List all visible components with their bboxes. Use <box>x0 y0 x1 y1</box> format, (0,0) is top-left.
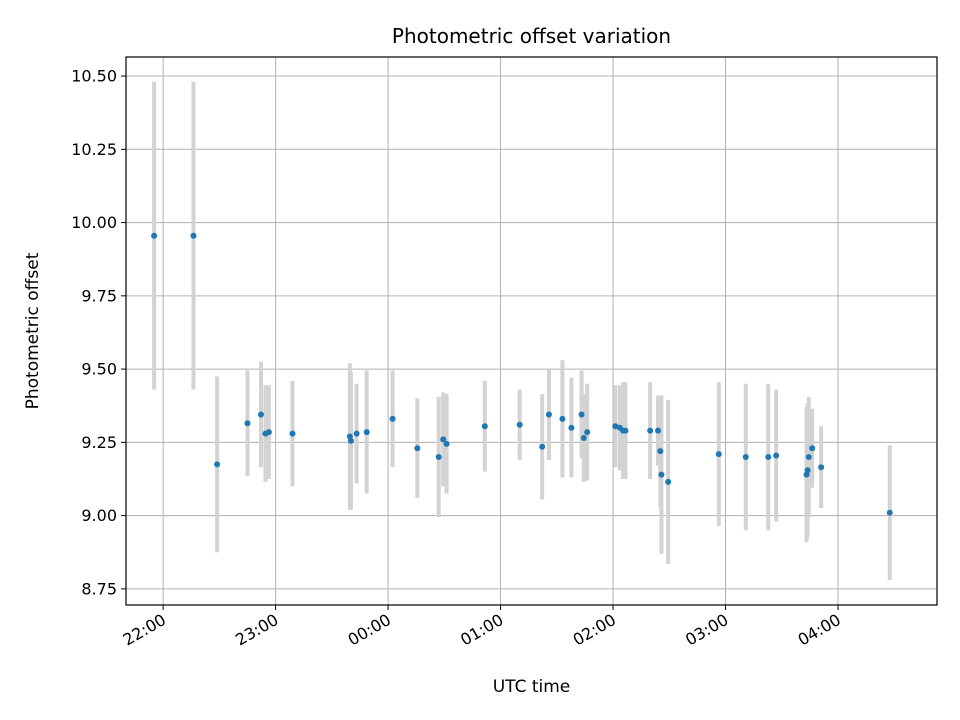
chart-title: Photometric offset variation <box>392 24 671 48</box>
y-tick-label: 8.75 <box>81 579 117 598</box>
y-axis-ticks: 8.75 9.00 9.25 9.50 9.75 10.00 10.25 10.50 <box>71 67 126 598</box>
plot-frame <box>125 56 938 606</box>
data-point <box>481 423 488 430</box>
data-point <box>214 461 221 468</box>
data-point <box>443 440 450 447</box>
y-tick-label: 9.25 <box>81 433 117 452</box>
data-points <box>151 232 893 516</box>
data-point <box>389 415 396 422</box>
x-axis-label: UTC time <box>493 677 571 697</box>
data-point <box>773 452 780 459</box>
data-point <box>584 429 591 436</box>
data-point <box>647 427 654 434</box>
data-point <box>265 429 272 436</box>
y-tick-label: 9.50 <box>81 360 117 379</box>
data-point <box>765 454 772 461</box>
data-point <box>353 430 360 437</box>
data-point <box>658 471 665 478</box>
data-point <box>559 415 566 422</box>
data-point <box>190 232 197 239</box>
data-point <box>363 429 370 436</box>
data-point <box>440 436 447 443</box>
data-point <box>580 434 587 441</box>
data-point <box>516 421 523 428</box>
data-point <box>257 411 264 418</box>
grid <box>126 57 937 605</box>
data-point <box>244 420 251 427</box>
data-point <box>347 437 354 444</box>
y-axis-label: Photometric offset <box>23 252 43 409</box>
data-point <box>886 509 893 516</box>
plot-area-background <box>126 57 937 605</box>
data-point <box>657 448 664 455</box>
data-point <box>578 411 585 418</box>
data-point <box>655 427 662 434</box>
data-point <box>289 430 296 437</box>
data-point <box>539 443 546 450</box>
data-point <box>435 454 442 461</box>
data-point <box>805 454 812 461</box>
data-point <box>568 424 575 431</box>
data-point <box>414 445 421 452</box>
y-tick-label: 9.00 <box>81 506 117 525</box>
data-point <box>665 478 672 485</box>
data-point <box>622 427 629 434</box>
data-point <box>715 451 722 458</box>
y-tick-label: 9.75 <box>81 286 117 305</box>
y-tick-label: 10.00 <box>71 213 117 232</box>
data-point <box>809 445 816 452</box>
y-tick-label: 10.50 <box>71 67 117 86</box>
data-point <box>151 232 158 239</box>
data-point <box>545 411 552 418</box>
data-point <box>742 454 749 461</box>
y-tick-label: 10.25 <box>71 140 117 159</box>
data-point <box>804 467 811 474</box>
data-point <box>818 464 825 471</box>
